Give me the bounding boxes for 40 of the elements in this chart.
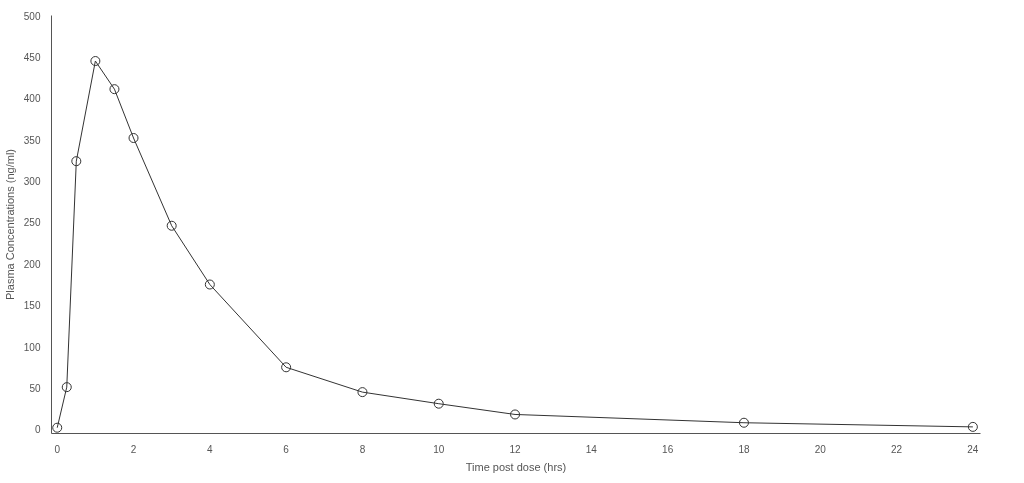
point	[128, 133, 139, 143]
x-tick-label: 2	[130, 443, 137, 455]
point	[61, 382, 72, 393]
point	[71, 156, 82, 167]
x-tick-label: 22	[891, 443, 903, 455]
y-tick-label: 150	[23, 300, 41, 312]
point	[281, 362, 292, 373]
x-tick-label: 24	[967, 443, 979, 455]
point	[90, 56, 101, 67]
x-tick-label: 4	[207, 443, 214, 455]
x-tick-label: 20	[814, 443, 827, 455]
x-tick-label: 12	[509, 443, 522, 455]
point	[204, 279, 215, 290]
y-tick-label: 500	[23, 10, 41, 22]
y-tick-label: 100	[23, 341, 41, 353]
y-tick-label: 450	[23, 51, 41, 63]
y-tick-label: 350	[23, 134, 41, 146]
y-tick-label: 50	[29, 382, 41, 394]
point	[433, 398, 444, 409]
x-tick-label: 16	[662, 443, 674, 455]
y-tick-label: 300	[23, 176, 41, 188]
x-tick-label: 0	[54, 443, 61, 455]
point	[166, 220, 177, 231]
point	[52, 422, 63, 433]
point	[510, 409, 521, 420]
y-tick-label: 400	[23, 93, 41, 105]
point	[357, 387, 368, 398]
y-axis-title: Plasma Concentrations (ng/ml)	[3, 148, 16, 300]
x-axis-title: Time post dose (hrs)	[465, 460, 567, 473]
x-tick-label: 6	[283, 443, 290, 455]
y-tick-label: 250	[23, 217, 41, 229]
point	[967, 421, 978, 432]
x-tick-label: 10	[433, 443, 445, 455]
point	[738, 417, 749, 428]
x-tick-label: 8	[359, 443, 366, 455]
point	[109, 84, 120, 95]
y-tick-label: 0	[34, 424, 41, 436]
x-tick-label: 18	[738, 443, 750, 455]
y-tick-label: 200	[23, 258, 41, 270]
x-tick-label: 14	[585, 443, 598, 455]
